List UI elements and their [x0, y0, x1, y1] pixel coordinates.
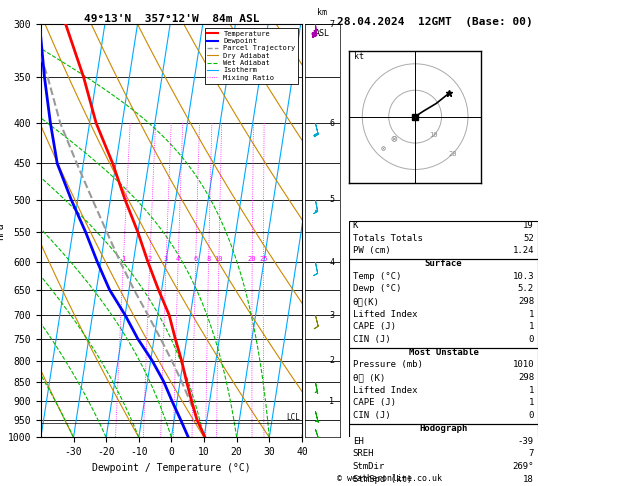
Legend: Temperature, Dewpoint, Parcel Trajectory, Dry Adiabat, Wet Adiabat, Isotherm, Mi: Temperature, Dewpoint, Parcel Trajectory…: [204, 28, 298, 84]
Text: 0: 0: [528, 411, 534, 420]
Text: CAPE (J): CAPE (J): [353, 399, 396, 407]
Text: StmDir: StmDir: [353, 462, 385, 471]
Text: EH: EH: [353, 436, 364, 446]
Text: Lifted Index: Lifted Index: [353, 386, 418, 395]
Text: 1010: 1010: [513, 361, 534, 369]
Text: CIN (J): CIN (J): [353, 335, 391, 344]
Text: 25: 25: [259, 256, 267, 262]
Text: kt: kt: [354, 52, 364, 61]
Title: 49°13'N  357°12'W  84m ASL: 49°13'N 357°12'W 84m ASL: [84, 14, 259, 23]
Text: 52: 52: [523, 234, 534, 243]
Text: 7: 7: [330, 20, 335, 29]
Text: Hodograph: Hodograph: [420, 424, 467, 433]
Bar: [349, 424, 538, 486]
Text: 1: 1: [528, 322, 534, 331]
Text: 1.24: 1.24: [513, 246, 534, 255]
Text: 5: 5: [330, 195, 335, 204]
Text: © weatheronline.co.uk: © weatheronline.co.uk: [337, 474, 442, 483]
Text: 1: 1: [528, 386, 534, 395]
Text: 4: 4: [330, 258, 335, 267]
Text: StmSpd (kt): StmSpd (kt): [353, 475, 412, 484]
Text: Lifted Index: Lifted Index: [353, 310, 418, 319]
Text: Surface: Surface: [425, 259, 462, 268]
Text: 20: 20: [448, 151, 457, 157]
Text: km: km: [318, 8, 327, 17]
Text: 2: 2: [148, 256, 152, 262]
Text: 18: 18: [523, 475, 534, 484]
X-axis label: Dewpoint / Temperature (°C): Dewpoint / Temperature (°C): [92, 463, 251, 473]
Text: 3: 3: [164, 256, 168, 262]
Y-axis label: hPa: hPa: [0, 222, 5, 240]
Text: 20: 20: [248, 256, 257, 262]
Text: Most Unstable: Most Unstable: [408, 348, 479, 357]
Text: 10: 10: [214, 256, 223, 262]
Text: 2: 2: [330, 356, 335, 365]
Text: 4: 4: [176, 256, 181, 262]
Text: 6: 6: [194, 256, 198, 262]
Text: 5.2: 5.2: [518, 284, 534, 294]
Text: 298: 298: [518, 297, 534, 306]
Text: SREH: SREH: [353, 449, 374, 458]
Bar: [349, 221, 538, 259]
Text: 1: 1: [330, 397, 335, 406]
Text: 0: 0: [528, 335, 534, 344]
Text: 7: 7: [528, 449, 534, 458]
Text: 8: 8: [206, 256, 211, 262]
Text: CIN (J): CIN (J): [353, 411, 391, 420]
Text: K: K: [353, 221, 359, 230]
Text: -39: -39: [518, 436, 534, 446]
Text: Pressure (mb): Pressure (mb): [353, 361, 423, 369]
Text: Dewp (°C): Dewp (°C): [353, 284, 401, 294]
Text: 1: 1: [121, 256, 125, 262]
Bar: [349, 259, 538, 348]
Text: 10: 10: [430, 132, 438, 139]
Text: 298: 298: [518, 373, 534, 382]
Text: 1: 1: [528, 399, 534, 407]
Text: ⊗: ⊗: [381, 144, 386, 153]
Text: CAPE (J): CAPE (J): [353, 322, 396, 331]
Text: 3: 3: [330, 311, 335, 319]
Text: 28.04.2024  12GMT  (Base: 00): 28.04.2024 12GMT (Base: 00): [337, 17, 532, 27]
Bar: [349, 348, 538, 424]
Text: 269°: 269°: [513, 462, 534, 471]
Text: Temp (°C): Temp (°C): [353, 272, 401, 280]
Text: ⊗: ⊗: [391, 133, 398, 143]
Text: 19: 19: [523, 221, 534, 230]
Text: Totals Totals: Totals Totals: [353, 234, 423, 243]
Text: θᴄ(K): θᴄ(K): [353, 297, 380, 306]
Text: PW (cm): PW (cm): [353, 246, 391, 255]
Text: LCL: LCL: [286, 414, 300, 422]
Text: 1: 1: [528, 310, 534, 319]
Text: θᴄ (K): θᴄ (K): [353, 373, 385, 382]
Text: 10.3: 10.3: [513, 272, 534, 280]
Text: 6: 6: [330, 119, 335, 127]
Text: ASL: ASL: [315, 29, 330, 38]
